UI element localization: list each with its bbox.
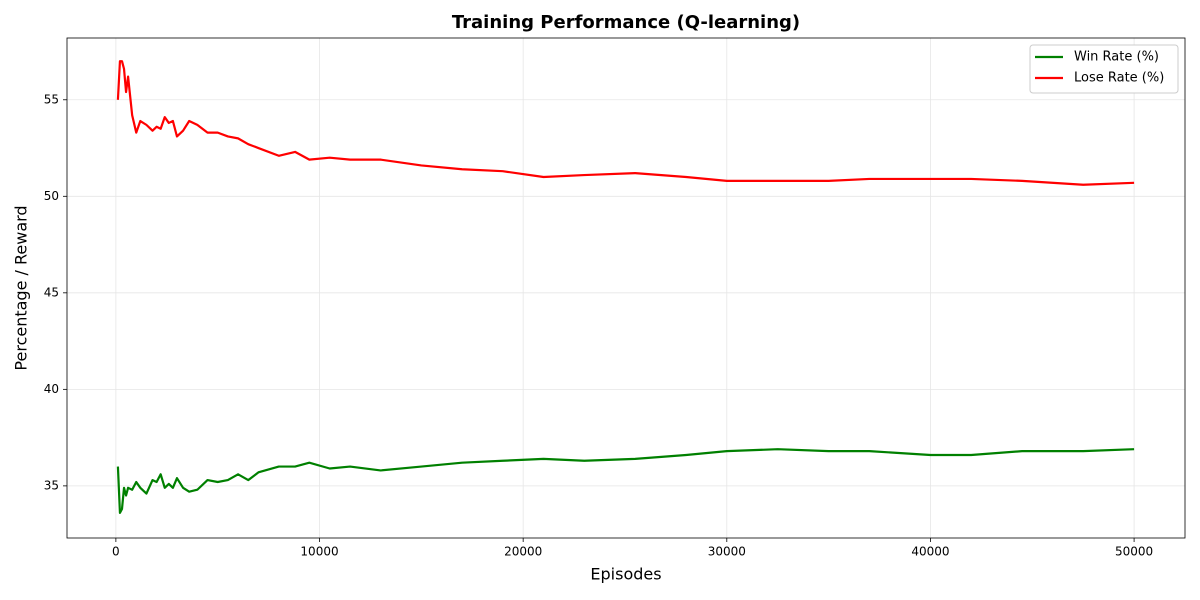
legend: Win Rate (%) Lose Rate (%) [1029,44,1179,94]
series-line [116,60,1135,186]
x-tick-label: 40000 [911,545,949,559]
x-tick-label: 20000 [504,545,542,559]
y-tick-label: 40 [44,382,59,396]
legend-label: Win Rate (%) [1074,50,1159,65]
x-axis-label: Episodes [590,565,661,584]
x-tick-label: 30000 [708,545,746,559]
y-tick-label: 55 [44,92,59,106]
x-tick-label: 0 [112,545,120,559]
legend-box [1029,44,1179,94]
chart-title: Training Performance (Q-learning) [452,12,800,33]
x-tick-label: 10000 [300,545,338,559]
y-tick-label: 50 [44,189,59,203]
series-line [116,448,1135,515]
legend-label: Lose Rate (%) [1074,71,1164,86]
y-tick-label: 45 [44,285,59,299]
x-tick-label: 50000 [1115,545,1153,559]
y-tick-label: 35 [44,478,59,492]
plot-frame [66,37,1186,539]
y-axis-label: Percentage / Reward [12,205,31,370]
